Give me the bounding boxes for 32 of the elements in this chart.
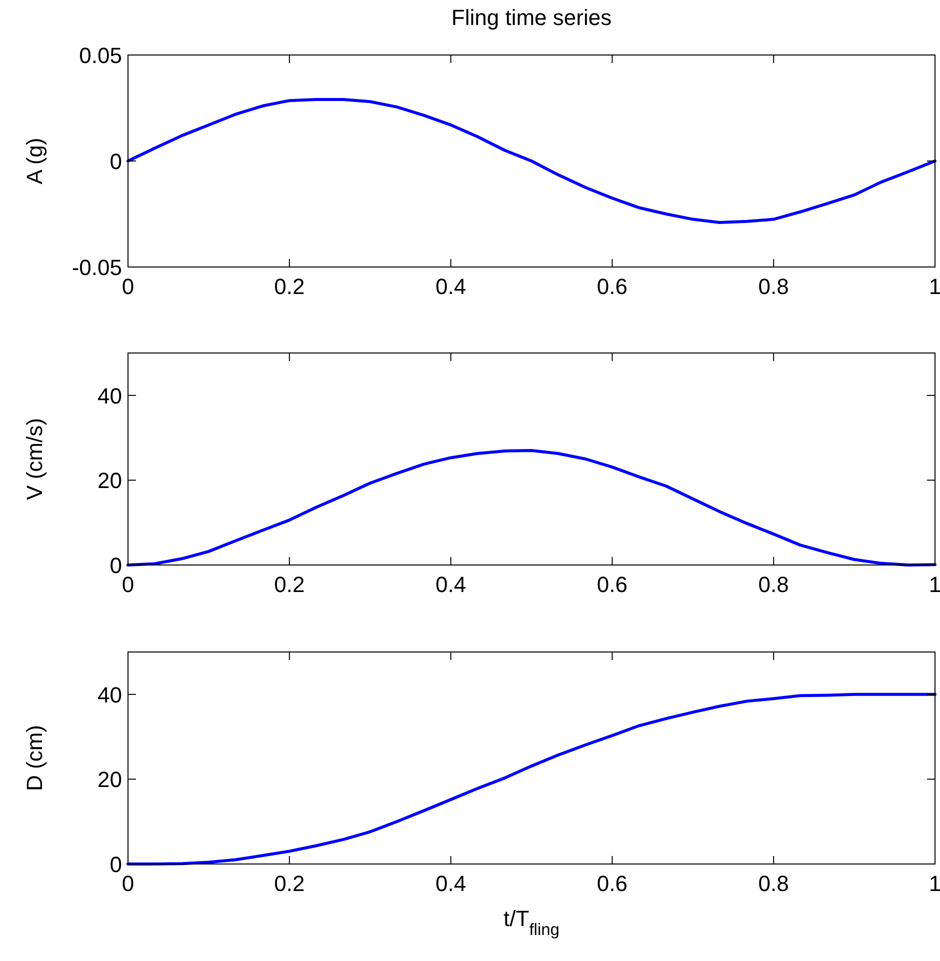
x-tick-label: 0.2 — [274, 871, 305, 896]
chart-title: Fling time series — [451, 5, 612, 30]
x-axis-title: t/T$_{fling}$ — [504, 906, 560, 939]
y-axis-title: V (cm/s) — [22, 418, 47, 500]
line-series — [126, 449, 936, 566]
y-tick-label: 20 — [98, 468, 122, 494]
x-tick-label: 0.4 — [436, 572, 466, 597]
x-tick-label: 1 — [928, 871, 940, 896]
y-tick-label: 0 — [110, 553, 122, 578]
x-tick-label: 0.2 — [274, 572, 305, 597]
y-axis-title: D (cm) — [22, 725, 47, 791]
x-tick-label: 0.8 — [758, 871, 789, 896]
x-tick-label: 0.6 — [596, 871, 628, 896]
x-tick-label: 0.4 — [436, 274, 466, 299]
y-tick-label: 0 — [110, 852, 122, 877]
x-tick-label: 0.6 — [596, 572, 628, 597]
x-tick-label: 1 — [928, 572, 940, 597]
y-tick-label: 0.05 — [79, 43, 122, 68]
x-tick-label: 0.8 — [758, 572, 789, 597]
y-tick-label: 40 — [98, 383, 122, 408]
x-tick-label: 0.4 — [436, 871, 466, 896]
x-tick-label: 0.8 — [758, 274, 789, 299]
y-axis-title: A (g) — [22, 138, 47, 184]
y-tick-label: 20 — [98, 767, 122, 792]
x-tick-label: 1 — [928, 274, 940, 299]
y-tick-label: 40 — [98, 682, 122, 708]
y-tick-label: -0.05 — [72, 255, 122, 280]
line-series — [126, 692, 936, 866]
line-series — [126, 98, 936, 224]
y-tick-label: 0 — [110, 149, 122, 174]
x-tick-label: 0.2 — [274, 274, 305, 299]
x-tick-label: 0.6 — [596, 274, 628, 299]
